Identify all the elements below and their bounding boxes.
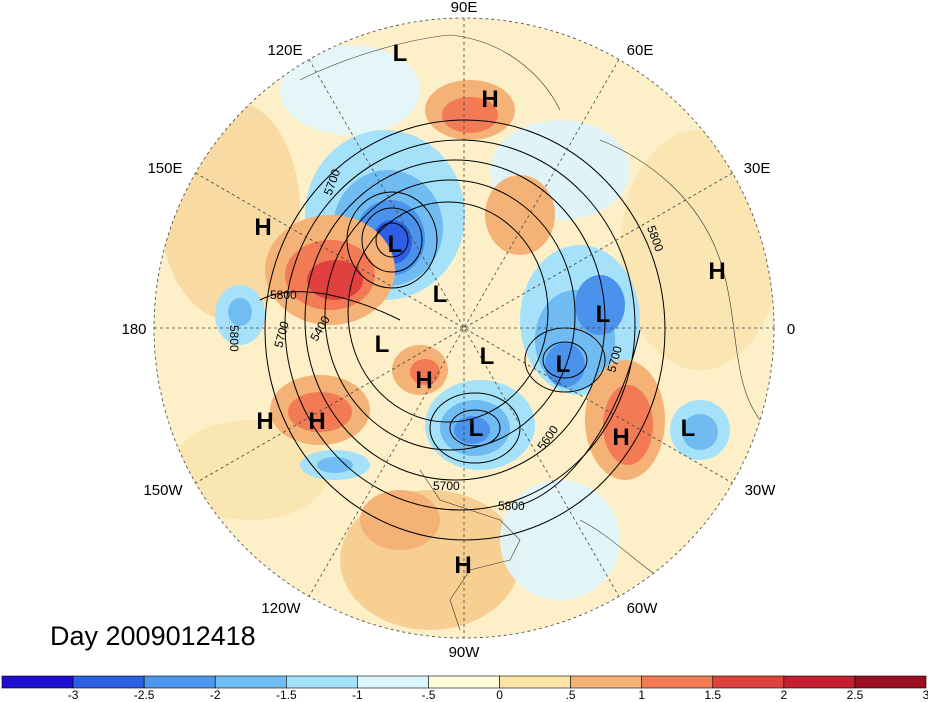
- lon-label-30e: 30E: [744, 160, 771, 177]
- high-marker: H: [454, 552, 471, 579]
- colorbar-swatch: [72, 675, 145, 689]
- high-marker: H: [708, 258, 725, 285]
- lon-label-90e: 90E: [451, 0, 478, 16]
- contour-label: 5800: [270, 288, 297, 302]
- high-marker: H: [612, 424, 629, 451]
- colorbar-tick-label: -.5: [421, 688, 435, 702]
- lon-label-0: 0: [787, 321, 795, 338]
- contour-label: 5800: [227, 325, 241, 352]
- contour-label: 5700: [433, 479, 460, 493]
- colorbar-tick-label: 3: [923, 688, 928, 702]
- lon-label-120e: 120E: [267, 42, 302, 59]
- colorbar-swatch: [143, 675, 216, 689]
- colorbar-swatch: [570, 675, 642, 689]
- lon-label-120w: 120W: [261, 600, 301, 617]
- lon-label-180: 180: [121, 321, 146, 338]
- high-marker: H: [254, 214, 271, 241]
- colorbar-swatch: [357, 675, 429, 689]
- high-marker: H: [256, 408, 273, 435]
- contour-labels: 5800 5700 5400 5800 5700 5800 5700 5600 …: [227, 167, 666, 513]
- colorbar-tick-label: -1: [352, 688, 363, 702]
- colorbar-swatch: [286, 675, 358, 689]
- colorbar-tick-label: 1.5: [704, 688, 721, 702]
- colorbar-swatch: [854, 675, 927, 689]
- lon-label-150e: 150E: [147, 160, 182, 177]
- colorbar-tick-label: 0: [496, 688, 503, 702]
- colorbar-swatch: [783, 675, 856, 689]
- lon-label-60w: 60W: [627, 600, 659, 617]
- pressure-markers: L H L H H L L L L H L H H H L H L: [254, 40, 725, 579]
- low-marker: L: [469, 415, 484, 442]
- colorbar-tick-label: -1.5: [276, 688, 297, 702]
- colorbar-tick-label: -2: [210, 688, 221, 702]
- colorbar-tick-label: 1: [638, 688, 645, 702]
- colorbar-swatch: [214, 675, 287, 689]
- lon-label-90w: 90W: [449, 644, 481, 661]
- colorbar-swatch: [641, 675, 714, 689]
- low-marker: L: [388, 231, 403, 258]
- colorbar-tick-label: -3: [68, 688, 79, 702]
- colorbar-tick-label: -2.5: [134, 688, 155, 702]
- colorbar: -3 -2.5 -2 -1.5 -1 -.5 0 .5 1 1.5 2 2.5 3: [1, 675, 928, 702]
- colorbar-tick-label: 2: [781, 688, 788, 702]
- contour-label: 5700: [604, 344, 625, 374]
- graticule: [153, 17, 775, 639]
- colorbar-tick-label: 2.5: [847, 688, 864, 702]
- lon-label-150w: 150W: [143, 482, 183, 499]
- lon-label-30w: 30W: [745, 482, 777, 499]
- colorbar-swatch: [712, 675, 785, 689]
- date-label: Day 2009012418: [50, 621, 256, 651]
- low-marker: L: [556, 351, 571, 378]
- low-marker: L: [681, 415, 696, 442]
- low-marker: L: [596, 301, 611, 328]
- colorbar-swatch: [499, 675, 571, 689]
- high-marker: H: [308, 408, 325, 435]
- low-marker: L: [375, 331, 390, 358]
- contour-label: 5800: [498, 499, 525, 513]
- low-marker: L: [433, 281, 448, 308]
- low-marker: L: [480, 343, 495, 370]
- high-marker: H: [415, 367, 432, 394]
- contour-label: 5700: [271, 319, 292, 349]
- low-marker: L: [393, 40, 408, 67]
- lon-label-60e: 60E: [627, 42, 654, 59]
- colorbar-swatch: [428, 675, 500, 689]
- colorbar-swatch: [1, 675, 74, 689]
- high-marker: H: [481, 86, 498, 113]
- height-contours: [259, 119, 666, 541]
- longitude-labels: 90E 60E 30E 0 30W 60W 90W 120W 150W 180 …: [121, 0, 795, 661]
- colorbar-tick-label: .5: [566, 688, 576, 702]
